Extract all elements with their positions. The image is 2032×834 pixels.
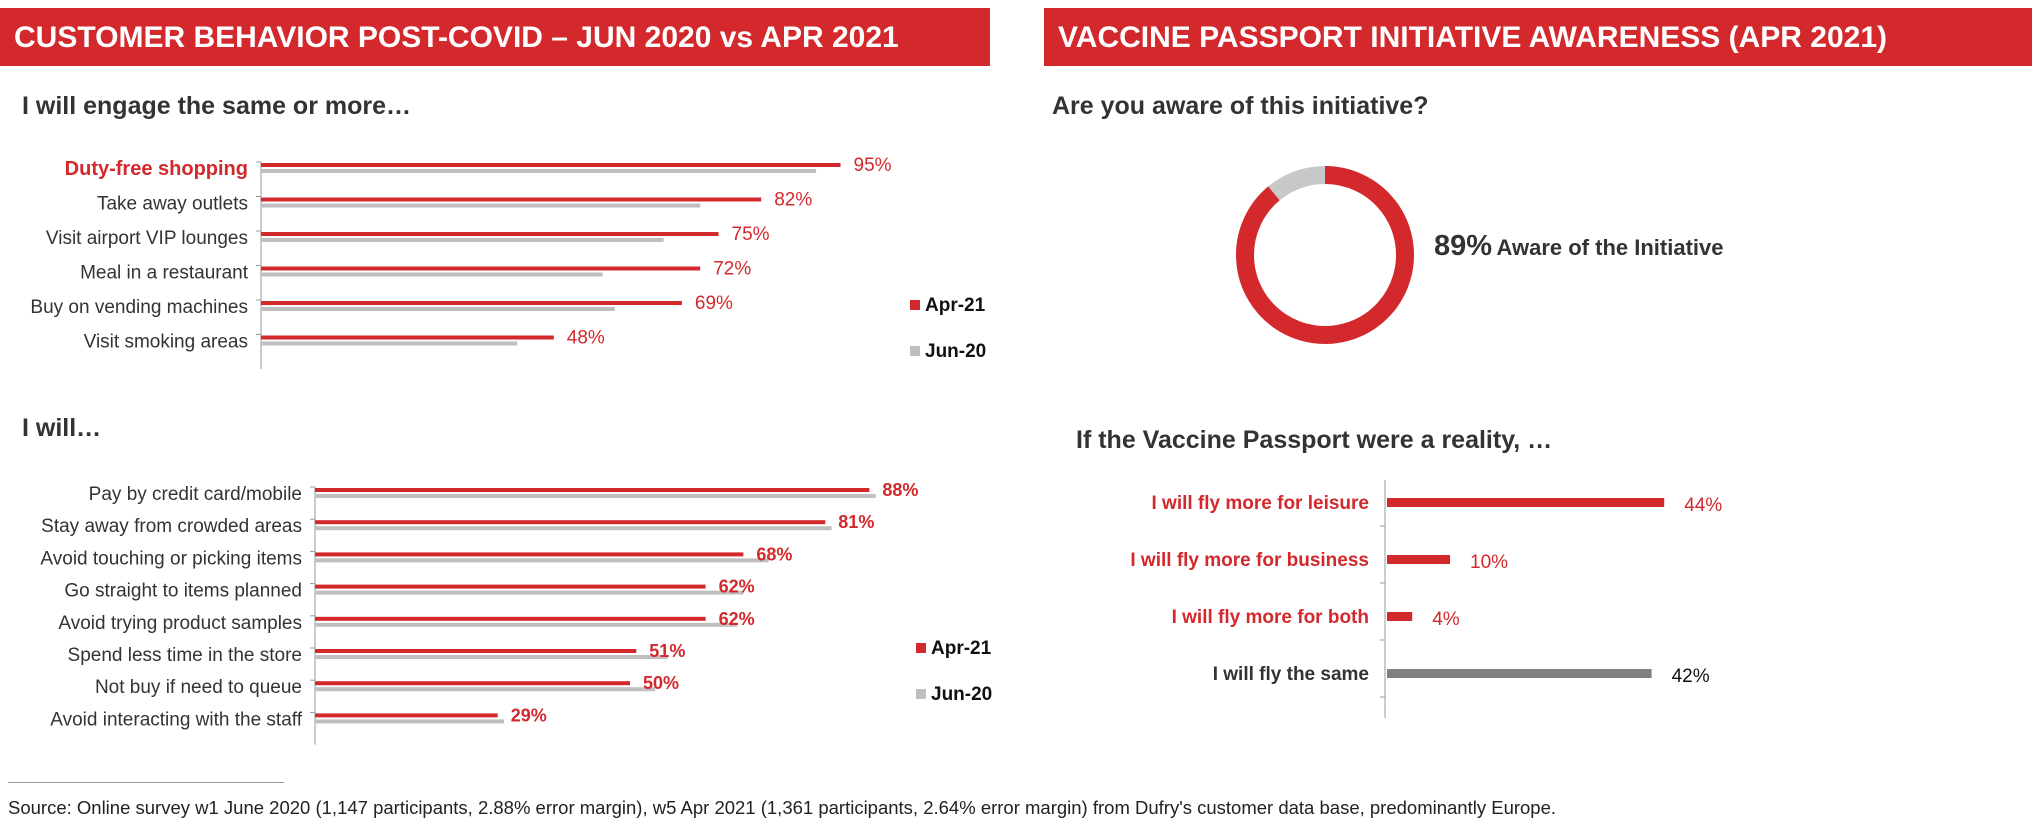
passport-subtitle: If the Vaccine Passport were a reality, … [1076, 426, 1553, 454]
data-label-apr21: 75% [732, 224, 770, 245]
category-label: Stay away from crowded areas [41, 516, 302, 537]
bar-apr21 [315, 552, 744, 557]
awareness-caption: Aware of the Initiative [1496, 235, 1724, 260]
bar-apr21 [315, 488, 870, 492]
bar-jun20 [261, 169, 817, 173]
bar-apr21 [315, 616, 706, 621]
category-label: Visit airport VIP lounges [46, 228, 248, 249]
legend-label-apr21: Apr-21 [925, 295, 986, 316]
bar-jun20 [315, 494, 876, 498]
source-footnote: Source: Online survey w1 June 2020 (1,14… [8, 797, 1557, 818]
data-label-apr21: 88% [882, 480, 918, 500]
category-label: Go straight to items planned [64, 581, 302, 602]
donut-slice [1236, 166, 1414, 344]
data-label: 42% [1672, 666, 1710, 687]
legend-label-jun20: Jun-20 [925, 341, 987, 362]
data-label-apr21: 29% [511, 705, 547, 725]
data-label: 10% [1470, 552, 1508, 573]
legend-jun20-engage: Jun-20 [910, 341, 986, 363]
awareness-label: 89% Aware of the Initiative [1434, 230, 1723, 263]
bar-jun20 [261, 307, 615, 311]
data-label-apr21: 82% [774, 190, 812, 211]
bar-jun20 [315, 590, 744, 595]
bar [1387, 555, 1450, 564]
bar-jun20 [261, 341, 518, 346]
aware-subtitle: Are you aware of this initiative? [1052, 92, 1429, 120]
data-label-apr21: 48% [567, 328, 605, 349]
bar-apr21 [315, 649, 637, 653]
legend-label-apr21: Apr-21 [931, 638, 992, 659]
data-label: 4% [1432, 609, 1460, 630]
engage-bar-chart: Duty-free shopping 95% Take away outlets 82… [30, 155, 892, 369]
category-label: Visit smoking areas [84, 332, 248, 353]
bar-jun20 [261, 203, 701, 208]
bar-jun20 [315, 526, 832, 531]
bar-jun20 [315, 558, 769, 563]
bar-jun20 [315, 655, 668, 659]
legend-label-jun20: Jun-20 [931, 684, 993, 705]
bar-apr21 [261, 197, 762, 202]
category-label: Meal in a restaurant [80, 263, 249, 284]
footnote-rule [8, 782, 284, 783]
category-label: Not buy if need to queue [95, 677, 302, 698]
right-banner: VACCINE PASSPORT INITIATIVE AWARENESS (A… [1044, 8, 2032, 66]
bar-apr21 [315, 584, 706, 589]
category-label: Spend less time in the store [68, 645, 302, 666]
data-label-apr21: 95% [854, 155, 892, 176]
data-label-apr21: 69% [695, 293, 733, 314]
data-label-apr21: 50% [643, 673, 679, 693]
bar-jun20 [261, 272, 603, 277]
bar [1387, 498, 1665, 507]
passport-bar-chart: I will fly more for leisure 44% I will fly… [1130, 480, 1722, 718]
iwill-subtitle: I will… [22, 414, 102, 442]
bar-apr21 [261, 301, 682, 305]
category-label: I will fly the same [1213, 664, 1369, 685]
bar-apr21 [261, 266, 701, 271]
left-banner: CUSTOMER BEHAVIOR POST-COVID – JUN 2020 … [0, 8, 990, 66]
bar-jun20 [261, 238, 664, 242]
category-label: Avoid interacting with the staff [50, 709, 302, 730]
bar-apr21 [261, 163, 841, 167]
category-label: I will fly more for both [1172, 607, 1369, 628]
category-label: Take away outlets [97, 194, 248, 215]
bar-apr21 [315, 713, 498, 718]
bar [1387, 612, 1413, 621]
data-label-apr21: 81% [838, 512, 874, 532]
bar-apr21 [261, 335, 554, 340]
category-label: Duty-free shopping [65, 158, 248, 180]
legend-swatch-apr21 [910, 300, 920, 310]
legend-swatch-jun20 [916, 689, 926, 699]
category-label: Avoid trying product samples [58, 613, 302, 634]
data-label-apr21: 68% [756, 544, 792, 564]
bar [1387, 669, 1652, 678]
legend-jun20-iwill: Jun-20 [916, 684, 992, 706]
legend-swatch-jun20 [910, 346, 920, 356]
category-label: Avoid touching or picking items [40, 548, 302, 569]
iwill-bar-chart: Pay by credit card/mobile 88% Stay away fr… [40, 480, 918, 745]
bar-apr21 [261, 232, 719, 236]
category-label: Pay by credit card/mobile [89, 484, 302, 505]
data-label-apr21: 62% [719, 577, 755, 597]
legend-swatch-apr21 [916, 643, 926, 653]
data-label-apr21: 51% [649, 641, 685, 661]
legend-apr21-iwill: Apr-21 [916, 638, 991, 660]
bar-apr21 [315, 520, 826, 525]
awareness-donut-chart [1236, 166, 1414, 344]
legend-apr21-engage: Apr-21 [910, 295, 985, 317]
bar-jun20 [315, 719, 504, 724]
category-label: I will fly more for leisure [1151, 493, 1369, 514]
bar-jun20 [315, 687, 656, 692]
bar-apr21 [315, 681, 630, 686]
engage-subtitle: I will engage the same or more… [22, 92, 412, 120]
data-label-apr21: 72% [713, 259, 751, 280]
data-label-apr21: 62% [719, 609, 755, 629]
donut-slice [1268, 166, 1326, 201]
data-label: 44% [1684, 495, 1722, 516]
awareness-percent: 89% [1434, 230, 1493, 262]
category-label: I will fly more for business [1130, 550, 1369, 571]
bar-jun20 [315, 622, 738, 627]
category-label: Buy on vending machines [30, 297, 248, 318]
